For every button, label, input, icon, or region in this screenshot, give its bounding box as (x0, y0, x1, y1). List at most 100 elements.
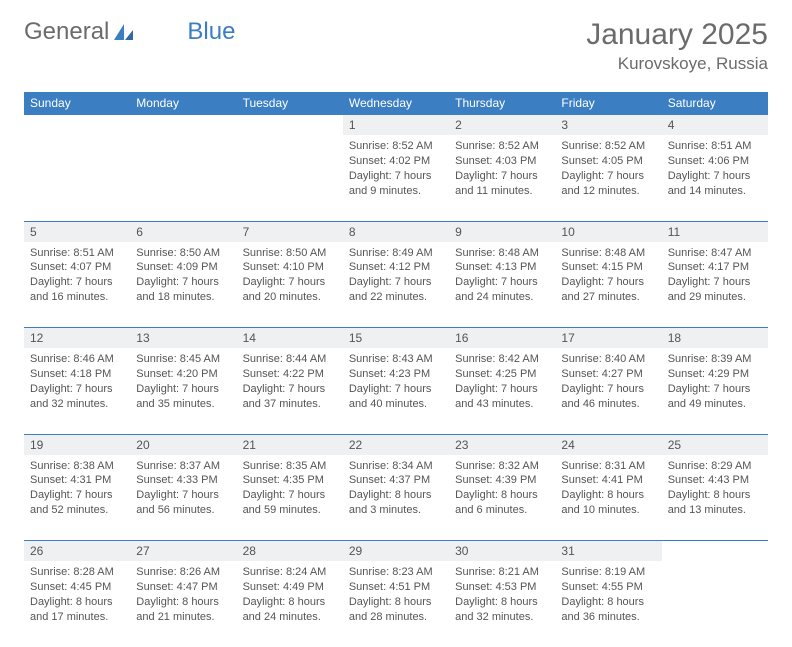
sunset-value: 4:05 PM (602, 155, 643, 167)
daylight-label: Daylight: (668, 383, 711, 395)
sunrise-value: 8:48 AM (499, 247, 539, 259)
day-detail: Sunrise: 8:50 AMSunset: 4:09 PMDaylight:… (130, 242, 236, 311)
daylight-label: Daylight: (243, 596, 286, 608)
sunset-label: Sunset: (349, 368, 386, 380)
sunrise-value: 8:50 AM (286, 247, 326, 259)
daylight-label: Daylight: (349, 383, 392, 395)
daylight-label: Daylight: (349, 596, 392, 608)
day-number-cell: 22 (343, 434, 449, 455)
day-body-cell: Sunrise: 8:32 AMSunset: 4:39 PMDaylight:… (449, 455, 555, 541)
sunrise-label: Sunrise: (455, 140, 495, 152)
day-body-cell (237, 135, 343, 221)
sunset-label: Sunset: (30, 368, 67, 380)
sunrise-value: 8:48 AM (605, 247, 645, 259)
sunset-value: 4:09 PM (177, 261, 218, 273)
day-detail: Sunrise: 8:52 AMSunset: 4:05 PMDaylight:… (555, 135, 661, 204)
sunset-label: Sunset: (349, 581, 386, 593)
day-detail: Sunrise: 8:29 AMSunset: 4:43 PMDaylight:… (662, 455, 768, 524)
sunrise-value: 8:50 AM (180, 247, 220, 259)
daylight-label: Daylight: (455, 489, 498, 501)
sail-icon (113, 22, 135, 42)
daylight-label: Daylight: (668, 170, 711, 182)
sunrise-label: Sunrise: (136, 460, 176, 472)
day-number-cell: 10 (555, 221, 661, 242)
daylight-label: Daylight: (136, 489, 179, 501)
daylight-label: Daylight: (243, 489, 286, 501)
sunrise-label: Sunrise: (136, 566, 176, 578)
sunset-label: Sunset: (668, 474, 705, 486)
day-detail: Sunrise: 8:26 AMSunset: 4:47 PMDaylight:… (130, 561, 236, 630)
day-detail: Sunrise: 8:19 AMSunset: 4:55 PMDaylight:… (555, 561, 661, 630)
weekday-header: Friday (555, 92, 661, 115)
daylight-label: Daylight: (349, 489, 392, 501)
day-detail: Sunrise: 8:46 AMSunset: 4:18 PMDaylight:… (24, 348, 130, 417)
sunrise-value: 8:51 AM (711, 140, 751, 152)
day-body-cell: Sunrise: 8:29 AMSunset: 4:43 PMDaylight:… (662, 455, 768, 541)
sunrise-value: 8:51 AM (73, 247, 113, 259)
day-body-cell: Sunrise: 8:52 AMSunset: 4:05 PMDaylight:… (555, 135, 661, 221)
sunrise-value: 8:43 AM (392, 353, 432, 365)
daylight-label: Daylight: (30, 276, 73, 288)
sunset-label: Sunset: (243, 474, 280, 486)
day-body-cell: Sunrise: 8:24 AMSunset: 4:49 PMDaylight:… (237, 561, 343, 647)
weekday-header: Tuesday (237, 92, 343, 115)
day-number-cell: 25 (662, 434, 768, 455)
sunset-value: 4:23 PM (389, 368, 430, 380)
sunset-value: 4:51 PM (389, 581, 430, 593)
sunset-value: 4:33 PM (177, 474, 218, 486)
sunset-value: 4:10 PM (283, 261, 324, 273)
day-body-cell: Sunrise: 8:50 AMSunset: 4:10 PMDaylight:… (237, 242, 343, 328)
sunset-value: 4:29 PM (708, 368, 749, 380)
daylight-label: Daylight: (455, 383, 498, 395)
sunrise-label: Sunrise: (561, 353, 601, 365)
day-number-cell: 17 (555, 328, 661, 349)
sunrise-label: Sunrise: (30, 247, 70, 259)
day-body-cell: Sunrise: 8:31 AMSunset: 4:41 PMDaylight:… (555, 455, 661, 541)
sunrise-value: 8:23 AM (392, 566, 432, 578)
day-number-cell (237, 115, 343, 136)
sunset-label: Sunset: (243, 261, 280, 273)
daynum-row: 567891011 (24, 221, 768, 242)
sunset-label: Sunset: (349, 474, 386, 486)
sunrise-label: Sunrise: (561, 460, 601, 472)
day-body-cell (130, 135, 236, 221)
day-body-cell: Sunrise: 8:23 AMSunset: 4:51 PMDaylight:… (343, 561, 449, 647)
sunset-value: 4:43 PM (708, 474, 749, 486)
day-number-cell: 12 (24, 328, 130, 349)
day-detail: Sunrise: 8:28 AMSunset: 4:45 PMDaylight:… (24, 561, 130, 630)
day-detail: Sunrise: 8:48 AMSunset: 4:15 PMDaylight:… (555, 242, 661, 311)
day-body-cell: Sunrise: 8:48 AMSunset: 4:15 PMDaylight:… (555, 242, 661, 328)
day-body-row: Sunrise: 8:38 AMSunset: 4:31 PMDaylight:… (24, 455, 768, 541)
daynum-row: 262728293031 (24, 541, 768, 562)
daylight-label: Daylight: (136, 383, 179, 395)
day-number-cell: 1 (343, 115, 449, 136)
sunrise-label: Sunrise: (668, 140, 708, 152)
sunrise-label: Sunrise: (243, 460, 283, 472)
daylight-label: Daylight: (30, 489, 73, 501)
sunrise-label: Sunrise: (349, 247, 389, 259)
sunrise-value: 8:32 AM (499, 460, 539, 472)
sunrise-value: 8:24 AM (286, 566, 326, 578)
sunset-label: Sunset: (30, 581, 67, 593)
daylight-label: Daylight: (243, 383, 286, 395)
day-number-cell: 24 (555, 434, 661, 455)
sunset-label: Sunset: (136, 581, 173, 593)
day-body-cell: Sunrise: 8:45 AMSunset: 4:20 PMDaylight:… (130, 348, 236, 434)
day-body-cell: Sunrise: 8:51 AMSunset: 4:07 PMDaylight:… (24, 242, 130, 328)
sunrise-label: Sunrise: (136, 247, 176, 259)
sunset-label: Sunset: (561, 155, 598, 167)
sunset-value: 4:53 PM (496, 581, 537, 593)
day-body-cell: Sunrise: 8:51 AMSunset: 4:06 PMDaylight:… (662, 135, 768, 221)
sunrise-label: Sunrise: (455, 566, 495, 578)
day-body-cell: Sunrise: 8:39 AMSunset: 4:29 PMDaylight:… (662, 348, 768, 434)
sunrise-label: Sunrise: (30, 353, 70, 365)
sunrise-value: 8:44 AM (286, 353, 326, 365)
weekday-header: Sunday (24, 92, 130, 115)
sunrise-value: 8:19 AM (605, 566, 645, 578)
sunset-label: Sunset: (349, 155, 386, 167)
sunset-value: 4:12 PM (389, 261, 430, 273)
sunset-label: Sunset: (136, 368, 173, 380)
day-body-cell: Sunrise: 8:52 AMSunset: 4:02 PMDaylight:… (343, 135, 449, 221)
day-body-cell: Sunrise: 8:28 AMSunset: 4:45 PMDaylight:… (24, 561, 130, 647)
day-body-cell: Sunrise: 8:49 AMSunset: 4:12 PMDaylight:… (343, 242, 449, 328)
